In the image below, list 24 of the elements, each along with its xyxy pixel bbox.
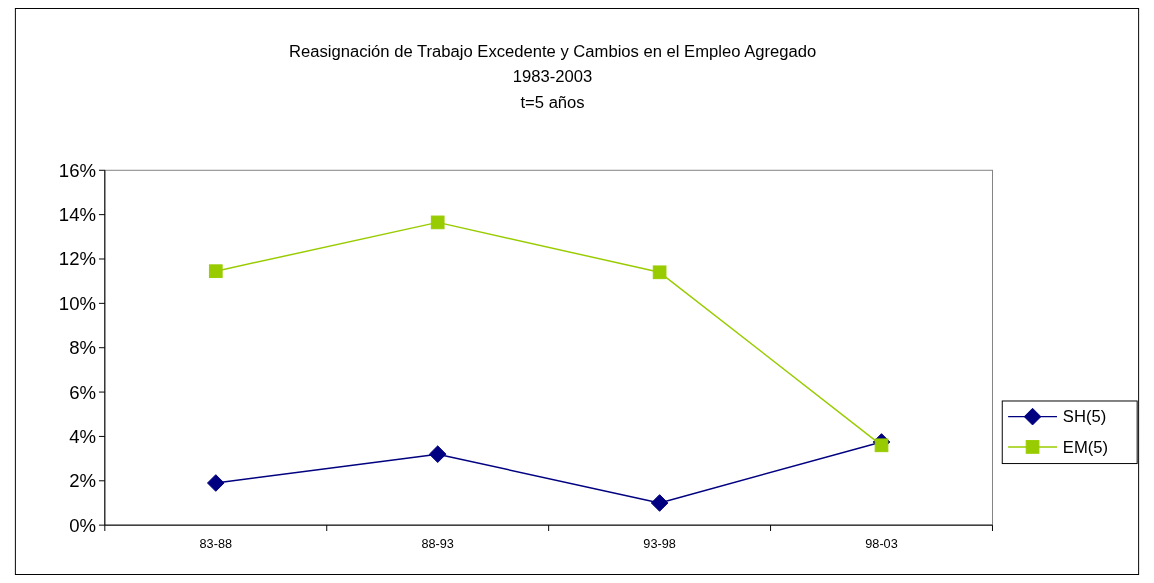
y-tick-label: 2%: [69, 470, 97, 492]
point: [430, 215, 445, 230]
point: [428, 445, 447, 463]
y-tick-label: 4%: [69, 425, 97, 447]
point: [874, 438, 889, 453]
point: [650, 494, 669, 512]
chart-subtitle: 1983-2003 t=5 años: [512, 67, 593, 112]
legend-label: SH(5): [1062, 407, 1107, 427]
y-tick-label: 12%: [58, 248, 97, 270]
legend-label: EM(5): [1062, 437, 1109, 457]
y-tick-label: 14%: [58, 204, 97, 226]
x-tick-label: 93-98: [643, 536, 676, 551]
y-tick-label: 8%: [69, 337, 97, 359]
point: [206, 474, 225, 492]
point: [208, 264, 223, 279]
x-tick-label: 83-88: [199, 536, 233, 551]
y-tick-label: 0%: [69, 514, 97, 536]
y-tick-label: 10%: [58, 292, 97, 314]
y-tick-label: 6%: [69, 381, 97, 403]
x-tick-label: 88-93: [421, 536, 454, 551]
y-tick-label: 16%: [58, 159, 97, 181]
x-tick-label: 98-03: [865, 536, 898, 551]
chart-title: Reasignación de Trabajo Excedente y Cambios en el Empleo Agregado: [288, 41, 817, 61]
point: [652, 265, 667, 280]
